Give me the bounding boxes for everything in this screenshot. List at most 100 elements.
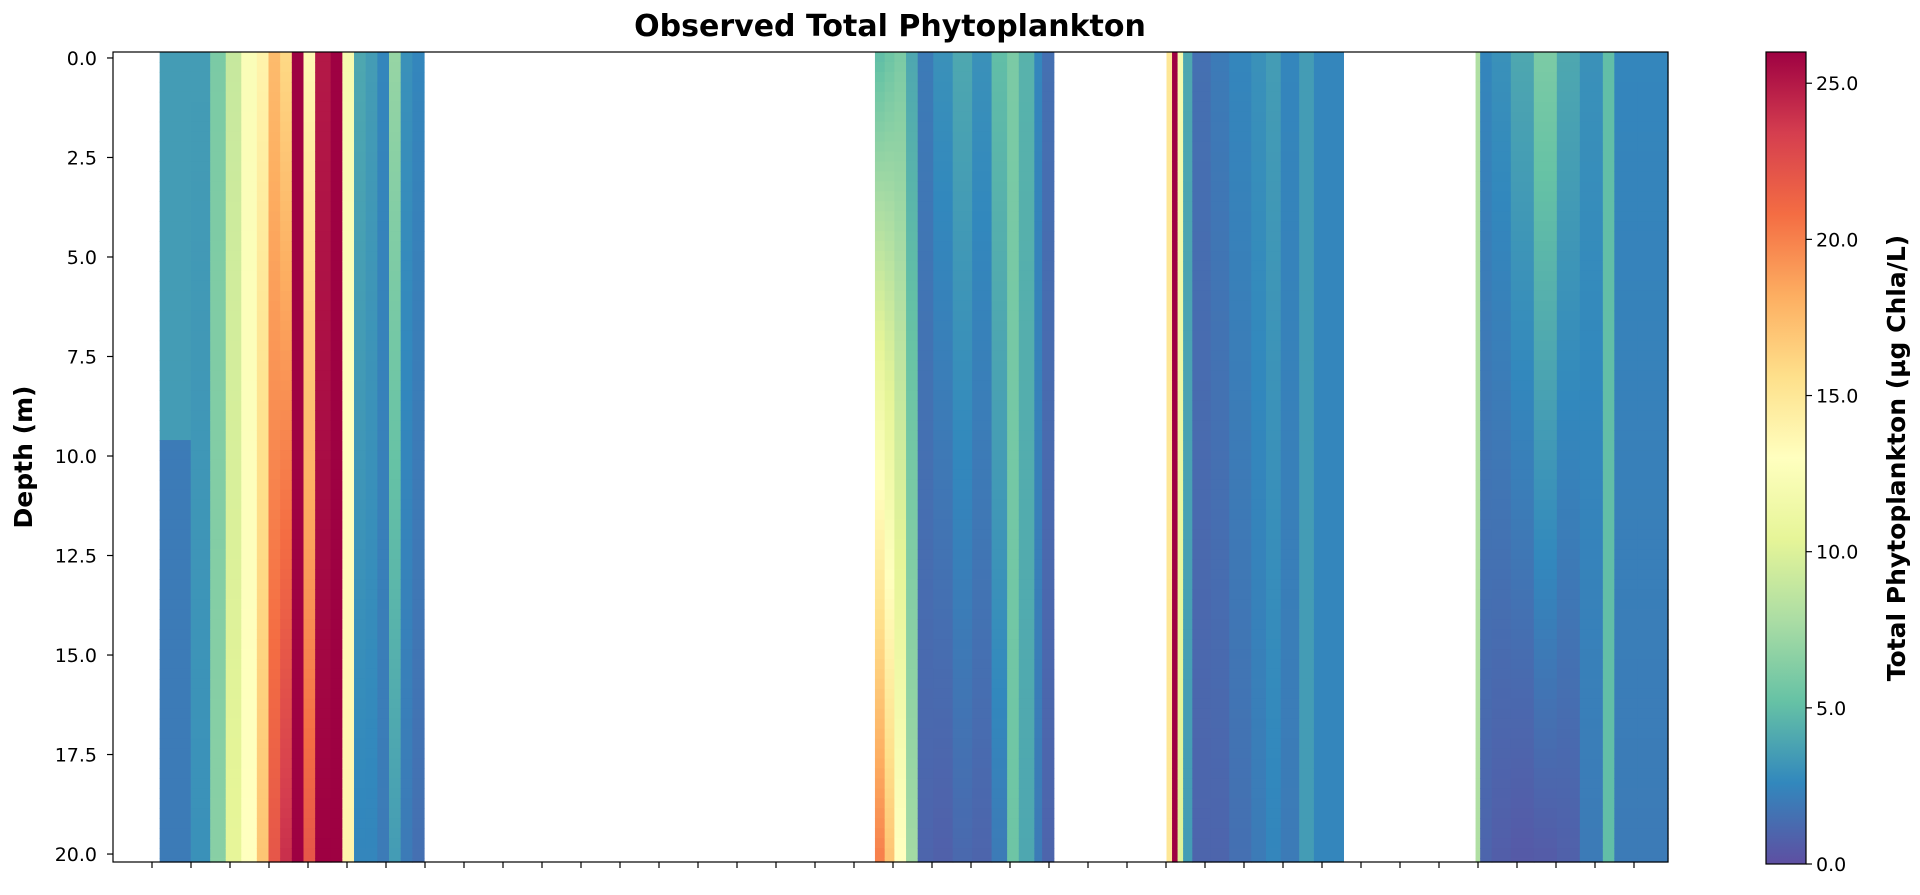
heatmap-cell bbox=[159, 489, 192, 501]
heatmap-cell bbox=[354, 52, 367, 63]
heatmap-cell bbox=[330, 808, 343, 819]
heatmap-cell bbox=[917, 678, 934, 690]
heatmap-cell bbox=[1491, 191, 1512, 202]
heatmap-cell bbox=[1018, 619, 1035, 630]
heatmap-cell bbox=[303, 778, 316, 789]
heatmap-cell bbox=[1480, 818, 1493, 829]
heatmap-cell bbox=[389, 738, 402, 750]
heatmap-cell bbox=[933, 181, 954, 192]
heatmap-cell bbox=[1475, 499, 1481, 511]
heatmap-cell bbox=[1177, 579, 1184, 590]
heatmap-cell bbox=[342, 858, 355, 863]
heatmap-cell bbox=[1299, 420, 1315, 431]
heatmap-cell bbox=[1556, 559, 1581, 571]
heatmap-cell bbox=[906, 798, 919, 809]
heatmap-cell bbox=[303, 400, 316, 411]
heatmap-cell bbox=[1299, 708, 1315, 720]
heatmap-cell bbox=[1172, 400, 1179, 411]
heatmap-cell bbox=[1510, 251, 1535, 262]
heatmap-cell bbox=[933, 718, 954, 730]
heatmap-cell bbox=[241, 171, 258, 182]
heatmap-cell bbox=[874, 519, 886, 531]
heatmap-cell bbox=[1018, 81, 1035, 93]
heatmap-cell bbox=[1299, 231, 1315, 242]
heatmap-cell bbox=[1313, 300, 1344, 312]
heatmap-cell bbox=[315, 440, 332, 451]
heatmap-cell bbox=[315, 818, 332, 829]
heatmap-cell bbox=[1266, 778, 1282, 789]
heatmap-cell bbox=[1192, 61, 1212, 73]
heatmap-cell bbox=[400, 201, 413, 212]
heatmap-cell bbox=[1192, 420, 1212, 431]
heatmap-cell bbox=[365, 430, 378, 441]
heatmap-cell bbox=[1602, 778, 1615, 789]
heatmap-cell bbox=[1614, 91, 1638, 103]
heatmap-cell bbox=[1183, 420, 1193, 431]
heatmap-cell bbox=[1579, 758, 1604, 770]
heatmap-cell bbox=[1042, 450, 1055, 461]
heatmap-cell bbox=[1510, 91, 1535, 103]
heatmap-cell bbox=[906, 151, 919, 163]
heatmap-cell bbox=[210, 668, 227, 680]
heatmap-cell bbox=[210, 300, 227, 312]
heatmap-cell bbox=[342, 758, 355, 770]
heatmap-cell bbox=[190, 201, 211, 212]
heatmap-cell bbox=[412, 280, 425, 292]
heatmap-cell bbox=[874, 450, 886, 461]
heatmap-cell bbox=[280, 360, 293, 372]
heatmap-cell bbox=[1177, 211, 1184, 222]
heatmap-cell bbox=[1533, 469, 1558, 481]
heatmap-cell bbox=[330, 489, 343, 501]
heatmap-cell bbox=[906, 161, 919, 173]
heatmap-cell bbox=[389, 201, 402, 212]
heatmap-cell bbox=[1475, 241, 1481, 252]
heatmap-cell bbox=[159, 101, 192, 113]
heatmap-cell bbox=[1266, 270, 1282, 282]
heatmap-cell bbox=[917, 499, 934, 511]
heatmap-cell bbox=[1018, 350, 1035, 362]
heatmap-cell bbox=[303, 479, 316, 491]
heatmap-cell bbox=[1299, 788, 1315, 799]
heatmap-cell bbox=[225, 410, 242, 421]
heatmap-cell bbox=[241, 529, 258, 541]
heatmap-cell bbox=[1018, 231, 1035, 242]
heatmap-cell bbox=[972, 848, 993, 859]
heatmap-cell bbox=[1034, 738, 1043, 750]
heatmap-cell bbox=[884, 141, 895, 153]
heatmap-cell bbox=[1480, 111, 1493, 123]
heatmap-cell bbox=[1266, 659, 1282, 670]
heatmap-cell bbox=[1556, 350, 1581, 362]
heatmap-cell bbox=[906, 171, 919, 182]
heatmap-cell bbox=[389, 668, 402, 680]
heatmap-cell bbox=[874, 858, 886, 863]
heatmap-cell bbox=[1313, 659, 1344, 670]
heatmap-cell bbox=[1299, 290, 1315, 302]
heatmap-cell bbox=[241, 718, 258, 730]
heatmap-cell bbox=[1475, 589, 1481, 600]
heatmap-cell bbox=[1177, 758, 1184, 770]
heatmap-cell bbox=[241, 499, 258, 511]
heatmap-cell bbox=[389, 420, 402, 431]
heatmap-cell bbox=[1480, 121, 1493, 133]
heatmap-cell bbox=[389, 151, 402, 163]
heatmap-cell bbox=[1192, 629, 1212, 640]
heatmap-cell bbox=[884, 788, 895, 799]
heatmap-cell bbox=[210, 390, 227, 401]
heatmap-cell bbox=[225, 479, 242, 491]
heatmap-cell bbox=[1192, 649, 1212, 660]
heatmap-cell bbox=[874, 340, 886, 352]
heatmap-cell bbox=[1266, 280, 1282, 292]
heatmap-cell bbox=[1313, 778, 1344, 789]
heatmap-cell bbox=[1229, 758, 1252, 770]
heatmap-cell bbox=[906, 221, 919, 232]
chart-title: Observed Total Phytoplankton bbox=[634, 9, 1146, 44]
heatmap-cell bbox=[1229, 81, 1252, 93]
heatmap-cell bbox=[330, 201, 343, 212]
heatmap-cell bbox=[315, 101, 332, 113]
heatmap-cell bbox=[1313, 768, 1344, 780]
heatmap-cell bbox=[291, 489, 305, 501]
heatmap-cell bbox=[1166, 639, 1173, 650]
heatmap-cell bbox=[342, 569, 355, 580]
heatmap-cell bbox=[354, 101, 367, 113]
heatmap-cell bbox=[1579, 270, 1604, 282]
